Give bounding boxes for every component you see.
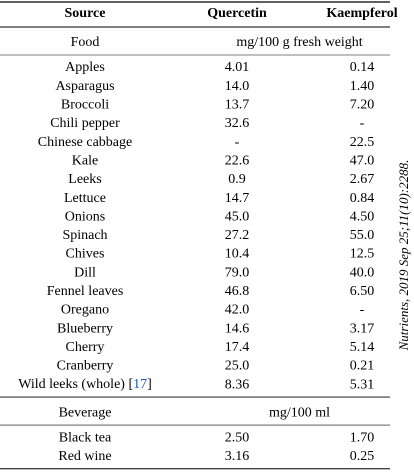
cell: - bbox=[360, 303, 365, 318]
cell: Leeks bbox=[68, 172, 101, 187]
cell: 22.5 bbox=[350, 135, 375, 150]
cell: 0.21 bbox=[350, 359, 375, 374]
cell: Chinese cabbage bbox=[38, 135, 132, 150]
cell: 14.7 bbox=[225, 191, 250, 206]
cell: 40.0 bbox=[350, 265, 375, 280]
cell: 1.70 bbox=[350, 430, 375, 445]
column-header: Source bbox=[65, 6, 106, 21]
cell: 22.6 bbox=[225, 153, 250, 168]
cell: Onions bbox=[65, 209, 105, 224]
cell: 6.50 bbox=[350, 284, 375, 299]
cell: Oregano bbox=[61, 303, 109, 318]
cell: 13.7 bbox=[225, 98, 250, 113]
cell: 5.31 bbox=[350, 377, 375, 392]
cell: Black tea bbox=[59, 430, 112, 445]
cell: Blueberry bbox=[57, 321, 113, 336]
cell: 27.2 bbox=[225, 228, 250, 243]
citation: Nutrients, 2019 Sep 25;11(10):2288. bbox=[396, 160, 411, 352]
cell: 4.01 bbox=[225, 60, 250, 75]
cell: 79.0 bbox=[225, 265, 250, 280]
cell: 14.0 bbox=[225, 79, 250, 94]
column-header: Quercetin bbox=[207, 6, 267, 21]
cell: 2.50 bbox=[225, 430, 250, 445]
section-label: Food bbox=[71, 35, 100, 50]
cell: Kale bbox=[72, 153, 98, 168]
cell: 0.14 bbox=[350, 60, 375, 75]
cell: 1.40 bbox=[350, 79, 375, 94]
cell: 0.9 bbox=[228, 172, 246, 187]
section-label: Beverage bbox=[59, 405, 112, 420]
section-unit: mg/100 ml bbox=[269, 405, 330, 420]
cell: Wild leeks (whole) [17] bbox=[18, 377, 152, 392]
cell: 47.0 bbox=[350, 153, 375, 168]
cell: Fennel leaves bbox=[47, 284, 124, 299]
cell: 0.84 bbox=[350, 191, 375, 206]
cell-part: ] bbox=[147, 377, 152, 392]
cell: 12.5 bbox=[350, 247, 375, 262]
cell: Lettuce bbox=[64, 191, 106, 206]
cell: Cherry bbox=[66, 340, 105, 355]
cell: 8.36 bbox=[225, 377, 250, 392]
cell: Spinach bbox=[62, 228, 107, 243]
cell: Red wine bbox=[58, 449, 111, 464]
cell: 10.4 bbox=[225, 247, 250, 262]
cell: Chili pepper bbox=[50, 116, 120, 131]
cell: 3.17 bbox=[350, 321, 375, 336]
cell-part: Wild leeks (whole) [ bbox=[18, 377, 133, 392]
cell: 17.4 bbox=[225, 340, 250, 355]
cell: 2.67 bbox=[350, 172, 375, 187]
cell: Apples bbox=[65, 60, 105, 75]
column-header: Kaempferol bbox=[326, 6, 397, 21]
reference-link[interactable]: 17 bbox=[133, 377, 147, 392]
cell: 3.16 bbox=[225, 449, 250, 464]
cell: 55.0 bbox=[350, 228, 375, 243]
cell: Asparagus bbox=[55, 79, 114, 94]
cell: - bbox=[235, 135, 240, 150]
cell: Chives bbox=[66, 247, 105, 262]
cell: 0.25 bbox=[350, 449, 375, 464]
cell: 42.0 bbox=[225, 303, 250, 318]
cell: 5.14 bbox=[350, 340, 375, 355]
cell: 14.6 bbox=[225, 321, 250, 336]
cell: 32.6 bbox=[225, 116, 250, 131]
cell: - bbox=[360, 116, 365, 131]
cell: 25.0 bbox=[225, 359, 250, 374]
cell: 45.0 bbox=[225, 209, 250, 224]
cell: Cranberry bbox=[57, 359, 114, 374]
section-unit: mg/100 g fresh weight bbox=[236, 35, 362, 50]
cell: Broccoli bbox=[61, 98, 109, 113]
cell: Dill bbox=[74, 265, 96, 280]
cell: 7.20 bbox=[350, 98, 375, 113]
cell: 46.8 bbox=[225, 284, 250, 299]
cell: 4.50 bbox=[350, 209, 375, 224]
